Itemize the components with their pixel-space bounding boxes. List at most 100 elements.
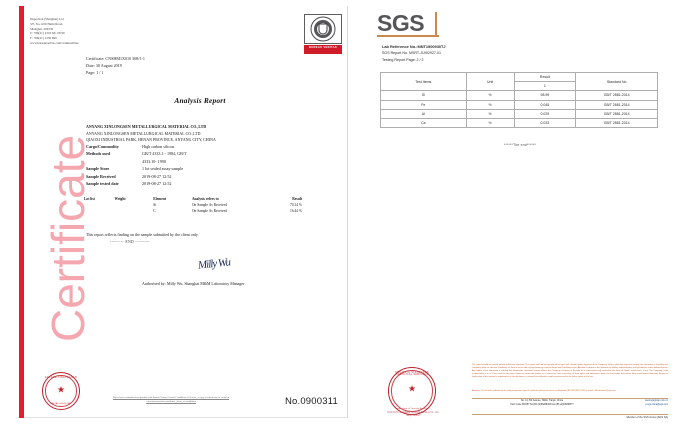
cell-lot [84,208,115,214]
sgs-results-table: Test Items Unit Result Standard No 1 Si … [380,71,658,129]
certificate-serial-number: No.0900311 [284,396,338,407]
column-header-standard-no: Standard No [575,71,658,92]
sgs-red-seal: SGS-CSTC STANDARDS TECHNICAL SERVICES ★ … [388,367,436,415]
address-lines: No. 41, 5th Avenue, TEDA, Tianjin, China… [472,400,612,407]
sgs-logo-text: SGS [377,10,425,36]
sample-details-table: Cargo/Commodity High carbon silicon Meth… [86,143,296,188]
certificate-date-line: Date: 30 August 2019 [86,63,122,69]
address-line: T: +86(21) 2318 6X, 08 99 [30,31,65,36]
column-header-result: Result [513,71,577,83]
star-icon: ★ [56,384,66,395]
column-header-lot: Lot list [84,197,95,202]
logo-band-text: BUREAU VERITAS [304,45,342,54]
star-icon: ★ [407,383,417,394]
column-subheader-sample-index: 1 [513,81,577,92]
seal-arc-top-text: ANYANG XINLONGSEN [44,376,78,379]
website-link[interactable]: www.sgsgroup.com.cn [645,400,668,403]
red-company-seal: ANYANG XINLONGSEN ★ METALLURGICAL [42,372,80,410]
seal-arc-top-text: SGS-CSTC STANDARDS TECHNICAL SERVICES [395,371,429,376]
client-name: ANYANG XINLONGSEN METALLURGICAL MATERIAL… [86,125,207,129]
crest-icon [304,14,342,44]
table-row: Cargo/Commodity High carbon silicon [86,143,296,151]
attention-note: Attention: To check the authenticity of … [472,390,616,392]
seal-arc-bottom-text: Inspection & Testing Service [395,407,429,410]
right-paper-sheet [360,6,678,418]
cell-result: 0.033 [513,117,577,129]
column-header-result: Result [292,197,302,202]
column-header-element: Element [153,197,167,202]
address-line: F: +86(21) 1250 699 [30,36,57,41]
detail-value: 1 lot sealed assay sample [142,166,184,172]
seal-inner-ring [391,370,433,412]
report-statement: This report reflects finding on the samp… [86,232,199,237]
detail-key: Sample Store [86,166,110,172]
certificate-meta: Certificate: CNSHM1X010 308/1-1 Date: 30… [86,55,145,76]
seal-caption: SGS-CSTC Standards Technical Services Co… [370,412,456,419]
table-row: Methods used GB/T 4333.1 - 1984, GB/T [86,151,296,159]
table-row: Fe % 0.045 GB/T 2881-2014 [380,99,658,110]
cell-unit: % [465,90,515,101]
column-header-unit: Unit [465,71,515,92]
cell-test-item: Fe [380,99,467,110]
column-header-test-items: Test Items [380,71,467,92]
cell-result: 70.14 % [290,203,302,208]
detail-key [86,158,142,166]
analysis-results-table: Lot list Weight Element Analysis refers … [84,196,302,214]
detail-value: GB/T 4333.1 - 1984, GB/T [142,151,187,157]
lab-reference-value: MNT1900930TJ [417,44,446,49]
detail-value: 2019-08-27 12:52 [142,181,172,187]
sgs-address-block: No. 41, 5th Avenue, TEDA, Tianjin, China… [472,398,668,408]
right-page-sgs-report: SGS Lab Reference No.:MNT1900930TJ SGS R… [360,0,680,430]
detail-value: 2019-08-27 12:52 [142,173,172,179]
table-row: Sample Received 2019-08-27 12:52 [86,173,296,181]
table-row: Si % 98.99 GB/T 2881-2014 [380,90,658,101]
certificate-number-line: Certificate: CNSHM1X010 308/1-1 [86,56,145,61]
cell-result: 0.029 [513,108,577,119]
seal-inner-ring [45,375,77,407]
cell-result: 16.44 % [290,209,302,214]
cell-standard: GB/T 2881-2014 [575,90,658,101]
bureau-veritas-address: Inspection (Shanghai) Ltd 3/F, No.1100 H… [30,17,79,46]
table-header-row: Lot list Weight Element Analysis refers … [84,196,302,202]
left-page-analysis-report: Certificate Inspection (Shanghai) Ltd 3/… [18,6,348,418]
cell-unit: % [465,99,515,110]
cell-element: C [153,209,156,214]
cell-test-item: Ca [380,117,467,129]
email-link[interactable]: e-sgs.china@sgs.com [645,403,668,406]
seal-ring: ANYANG XINLONGSEN ★ METALLURGICAL [42,372,80,410]
bureau-veritas-logo: BUREAU VERITAS [304,14,344,54]
cell-unit: % [465,117,515,129]
table-header-row: Test Items Unit Result Standard No [380,71,658,92]
left-red-accent-bar [19,6,24,418]
cell-element: Si [153,203,157,208]
sgs-logo: SGS [377,11,439,39]
address-line: 3/F, No.1100 Hami Road, [30,21,63,26]
seal-arc-bottom-text: METALLURGICAL [50,402,72,405]
crest-shield-icon [318,23,328,35]
cell-result: 98.99 [513,90,577,101]
cell-test-item: Si [380,90,467,101]
member-of-group-line: Member of the SGS Group (SGS SA) [626,416,668,419]
cell-standard: GB/T 2881-2014 [575,99,658,110]
lab-reference-line: Lab Reference No.:MNT1900930TJ [382,43,446,50]
address-line: Inspection (Shanghai) Ltd [30,17,64,21]
footer-legal-note: Office have a standard term product with… [112,396,230,403]
cell-standard: GB/T 2881-2014 [575,117,658,129]
address-line: www.bureauveritas.com/commodities [30,40,79,45]
table-row: C On Sample As Received 16.44 % [84,208,302,214]
detail-key: Methods used [86,151,111,157]
footer-divider [472,414,668,415]
detail-value: High carbon silicon [142,143,175,149]
seal-caption-line2: Tianjin Branch [405,415,421,418]
end-marker: ******The end****** [503,143,537,147]
client-block: ANYANG XINLONGSEN METALLURGICAL MATERIAL… [86,124,216,144]
sgs-report-meta: Lab Reference No.:MNT1900930TJ SGS Repor… [382,43,446,64]
table-row: Si On Sample As Received 70.14 % [84,202,302,208]
certificate-page-line: Page: 1 / 1 [86,70,104,76]
client-name-secondary: ANYANG XINLONGSEN METALLURGICAL MATERIAL… [86,131,201,136]
sgs-logo-horizontal-rule [377,35,439,37]
page-title: Analysis Report [174,96,226,105]
detail-value: 4333.10- 1990 [142,158,166,164]
column-header-refers-to: Analysis refers to [191,197,219,202]
